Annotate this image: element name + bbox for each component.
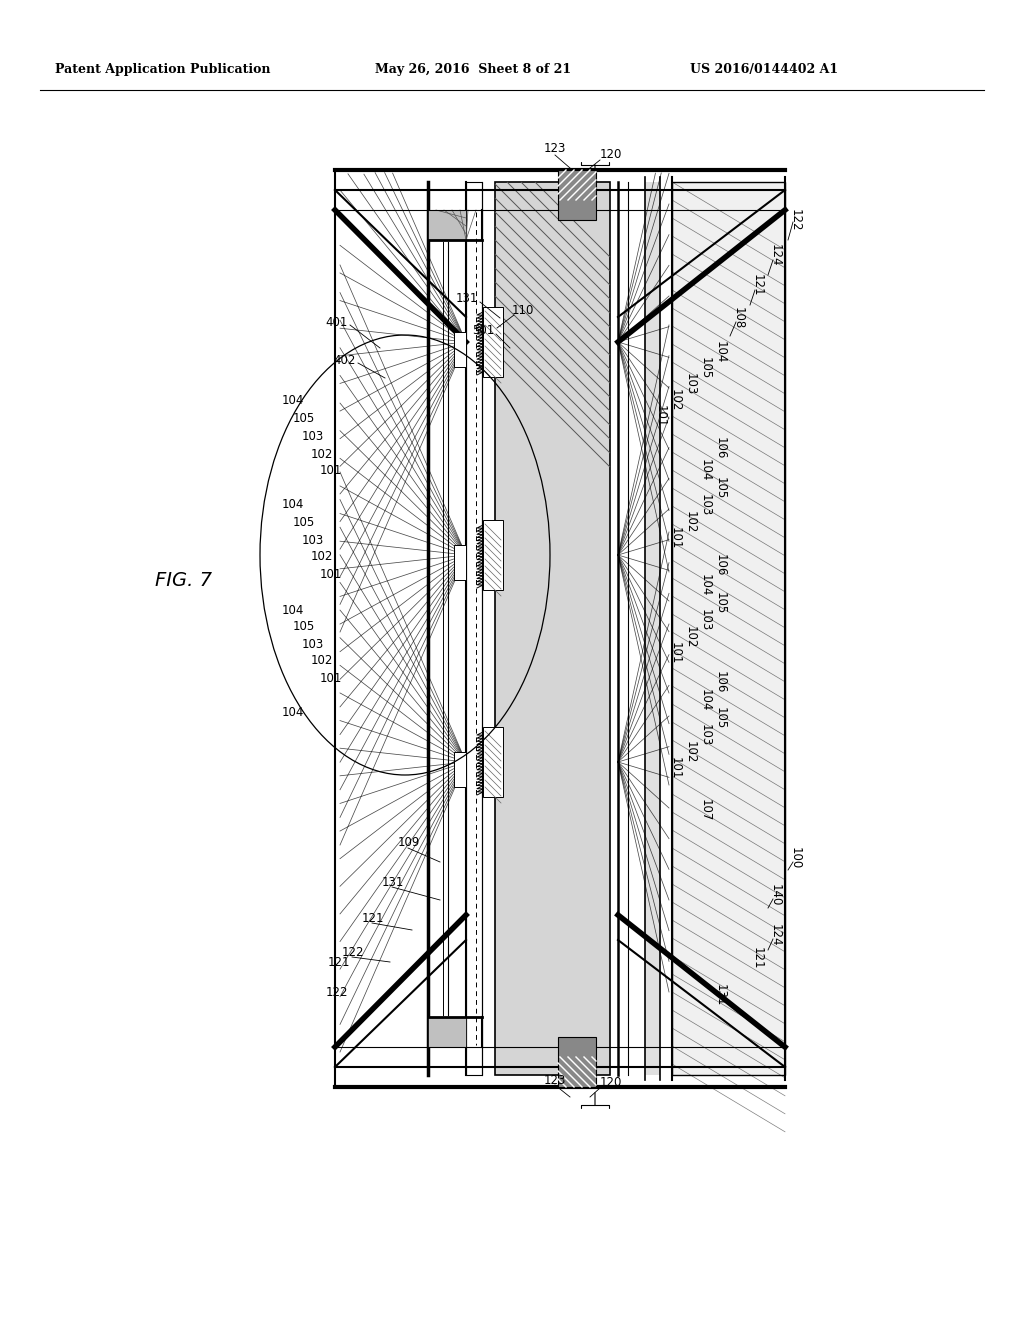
Text: 104: 104 <box>698 689 712 711</box>
Text: 105: 105 <box>293 516 315 528</box>
Text: 401: 401 <box>326 315 348 329</box>
Text: 131: 131 <box>382 875 404 888</box>
Text: 103: 103 <box>698 723 712 746</box>
Text: 131: 131 <box>714 983 726 1006</box>
Text: 102: 102 <box>669 389 682 412</box>
Bar <box>428 210 466 240</box>
Text: 121: 121 <box>362 912 384 924</box>
Text: 103: 103 <box>302 533 324 546</box>
Text: 108: 108 <box>731 306 744 329</box>
Text: 101: 101 <box>319 465 342 478</box>
Text: 110: 110 <box>512 304 535 317</box>
Bar <box>672 182 785 1074</box>
Text: 105: 105 <box>293 620 315 634</box>
Text: 104: 104 <box>282 499 304 511</box>
Text: 122: 122 <box>342 945 365 958</box>
Text: 102: 102 <box>683 741 696 763</box>
Text: 105: 105 <box>293 412 315 425</box>
Text: 104: 104 <box>282 603 304 616</box>
Text: 123: 123 <box>544 1073 566 1086</box>
Bar <box>483 520 503 590</box>
Text: 101: 101 <box>669 642 682 664</box>
Text: 101: 101 <box>669 527 682 549</box>
Text: 124: 124 <box>768 924 781 946</box>
Text: 109: 109 <box>398 837 421 850</box>
Text: 104: 104 <box>698 574 712 597</box>
Bar <box>495 182 610 1074</box>
Text: FIG. 7: FIG. 7 <box>155 570 212 590</box>
Text: 106: 106 <box>714 437 726 459</box>
Text: 123: 123 <box>544 141 566 154</box>
Text: 103: 103 <box>302 638 324 651</box>
Text: 104: 104 <box>698 459 712 482</box>
Text: 105: 105 <box>698 356 712 379</box>
Bar <box>558 170 596 220</box>
Text: 120: 120 <box>600 149 623 161</box>
Bar <box>454 752 466 787</box>
Text: 103: 103 <box>683 372 696 395</box>
Text: 103: 103 <box>302 429 324 442</box>
Text: 124: 124 <box>768 244 781 267</box>
Text: 121: 121 <box>328 956 350 969</box>
Text: 107: 107 <box>698 799 712 821</box>
Text: 101: 101 <box>669 756 682 779</box>
Text: 102: 102 <box>683 626 696 648</box>
Text: 402: 402 <box>334 354 356 367</box>
Text: 121: 121 <box>751 946 764 969</box>
Text: 106: 106 <box>714 671 726 693</box>
Bar <box>454 333 466 367</box>
Text: 131: 131 <box>456 292 478 305</box>
Bar <box>558 1038 596 1086</box>
Text: 100: 100 <box>788 847 802 869</box>
Text: 122: 122 <box>326 986 348 998</box>
Text: 102: 102 <box>683 511 696 533</box>
Text: 104: 104 <box>282 393 304 407</box>
Bar <box>483 727 503 797</box>
Text: 501: 501 <box>472 323 494 337</box>
Text: 140: 140 <box>768 884 781 907</box>
Text: 102: 102 <box>310 550 333 564</box>
Bar <box>428 1016 466 1047</box>
Text: 120: 120 <box>600 1076 623 1089</box>
Text: 102: 102 <box>310 447 333 461</box>
Text: 105: 105 <box>714 708 726 729</box>
Text: May 26, 2016  Sheet 8 of 21: May 26, 2016 Sheet 8 of 21 <box>375 63 571 77</box>
Bar <box>645 182 660 1074</box>
Text: 104: 104 <box>714 341 726 363</box>
Bar <box>466 182 482 1074</box>
Text: 101: 101 <box>319 568 342 581</box>
Text: 105: 105 <box>714 591 726 614</box>
Text: 103: 103 <box>698 494 712 516</box>
Text: 106: 106 <box>714 554 726 577</box>
Text: 105: 105 <box>714 477 726 499</box>
Bar <box>483 308 503 378</box>
Text: 104: 104 <box>282 706 304 719</box>
Text: 101: 101 <box>653 405 667 428</box>
Bar <box>454 545 466 579</box>
Text: 101: 101 <box>319 672 342 685</box>
Text: Patent Application Publication: Patent Application Publication <box>55 63 270 77</box>
Text: 122: 122 <box>788 209 802 231</box>
Text: 121: 121 <box>751 273 764 296</box>
Text: 103: 103 <box>698 609 712 631</box>
Text: US 2016/0144402 A1: US 2016/0144402 A1 <box>690 63 838 77</box>
Text: 102: 102 <box>310 655 333 668</box>
